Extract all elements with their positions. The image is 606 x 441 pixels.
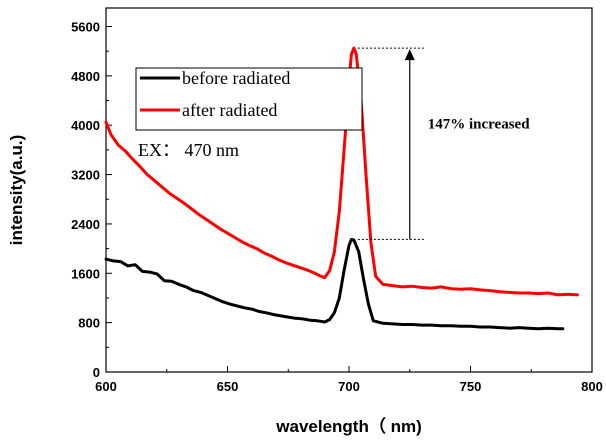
y-tick-label: 1600 [71, 266, 100, 281]
x-tick-label: 800 [581, 379, 603, 394]
legend-label-after: after radiated [182, 100, 277, 120]
y-tick-label: 4800 [71, 69, 100, 84]
x-tick-label: 700 [338, 379, 360, 394]
legend: before radiated after radiated [135, 67, 363, 131]
axis-ticks: 600 650 700 750 800 0 800 1600 2400 3200 4000 4800 5… [71, 20, 603, 394]
y-tick-label: 3200 [71, 168, 100, 183]
series-line-before-radiated [104, 237, 565, 331]
y-tick-label: 5600 [71, 20, 100, 35]
y-tick-label: 800 [78, 316, 100, 331]
legend-label-before: before radiated [182, 68, 290, 88]
y-tick-label: 2400 [71, 217, 100, 232]
series-line-after-radiated [104, 46, 579, 297]
x-axis-title: wavelength（ nm) [275, 416, 421, 436]
y-tick-label: 0 [93, 365, 100, 380]
excitation-label: EX： 470 nm [138, 140, 239, 160]
x-tick-label: 600 [95, 379, 117, 394]
annotation-label: 147% increased [428, 116, 530, 132]
y-axis-title: intensity(a.u.) [7, 135, 26, 246]
x-tick-label: 750 [460, 379, 482, 394]
plot-frame [105, 7, 593, 373]
y-tick-label: 4000 [71, 118, 100, 133]
series-layer [104, 46, 579, 331]
annotation-arrow-head [404, 49, 415, 61]
increase-annotation: 147% increased [357, 47, 530, 240]
x-tick-label: 650 [217, 379, 239, 394]
